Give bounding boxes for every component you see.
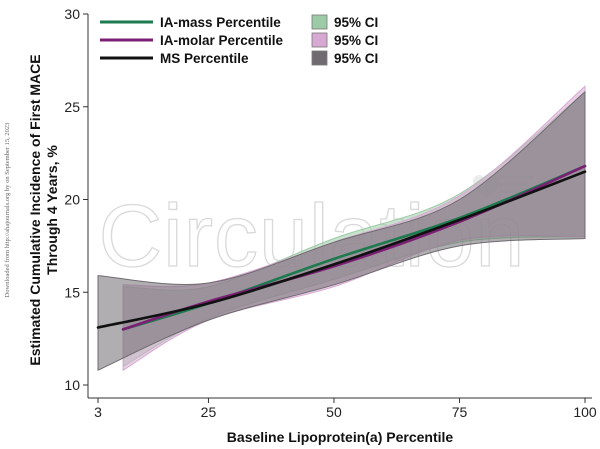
x-tick-label: 25 <box>201 404 217 420</box>
series-lines <box>96 164 587 331</box>
legend-item-ia-mass-percentile: IA-mass Percentile 95% CI <box>100 14 378 30</box>
y-axis-title: Estimated Cumulative Incidence of First … <box>27 54 60 365</box>
x-ticks: 3 25 50 75 100 <box>94 398 597 420</box>
x-tick-label: 100 <box>573 404 597 420</box>
y-tick-label: 10 <box>64 377 80 393</box>
legend-ci-swatch <box>311 14 328 30</box>
download-note: Downloaded from http://ahajournals.org b… <box>4 123 11 298</box>
axes <box>87 14 592 399</box>
legend-label: IA-molar Percentile <box>160 33 284 48</box>
legend-item-ia-molar-percentile: IA-molar Percentile 95% CI <box>100 32 378 48</box>
y-tick-label: 20 <box>64 192 80 208</box>
y-ticks: 10 15 20 25 30 <box>64 6 88 393</box>
legend-ci-label: 95% CI <box>334 15 378 30</box>
y-tick-label: 30 <box>64 6 80 22</box>
x-tick-label: 3 <box>94 404 102 420</box>
legend-ci-swatch <box>311 50 328 66</box>
ms-percentile-line <box>96 170 587 329</box>
x-tick-label: 75 <box>452 404 468 420</box>
legend-item-ms-percentile: MS Percentile 95% CI <box>100 50 378 66</box>
y-tick-label: 25 <box>64 99 80 115</box>
legend-ci-label: 95% CI <box>334 51 378 66</box>
legend-label: IA-mass Percentile <box>160 15 281 30</box>
x-axis-title: Baseline Lipoprotein(a) Percentile <box>227 429 454 445</box>
y-axis-title-line-2: Through 4 Years, % <box>44 145 60 275</box>
x-tick-label: 50 <box>326 404 342 420</box>
legend-ci-label: 95% CI <box>334 33 378 48</box>
y-tick-label: 15 <box>64 284 80 300</box>
legend-ci-swatch <box>311 32 328 48</box>
ia-mass-percentile-line <box>121 164 587 331</box>
y-axis-title-line-1: Estimated Cumulative Incidence of First … <box>27 54 43 365</box>
legend-label: MS Percentile <box>160 51 249 66</box>
